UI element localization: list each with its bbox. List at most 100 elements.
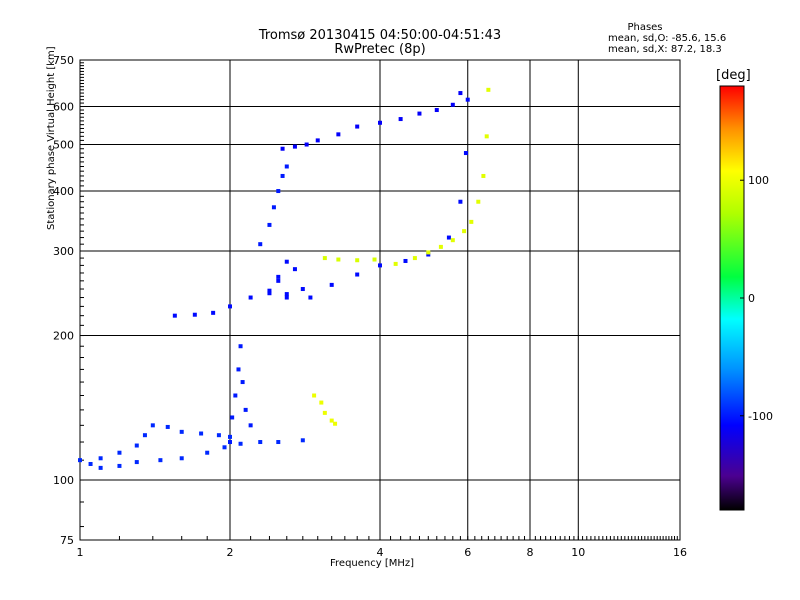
x-axis-ticks: 1 2 4 6 8 10 16 (77, 536, 687, 559)
data-point (476, 199, 481, 204)
data-point (426, 252, 431, 257)
y-tick-label: 200 (53, 330, 74, 343)
data-point (267, 222, 272, 227)
data-point (276, 189, 281, 194)
data-point (233, 393, 238, 398)
y-axis-ticks: 75 100 200 300 400 500 600 750 (53, 54, 84, 547)
chart-subtitle: RwPretec (8p) (334, 42, 426, 57)
data-point (398, 117, 403, 122)
colorbar-ticks: 100 0 -100 (740, 174, 773, 423)
colorbar-tick-label: 100 (748, 174, 769, 187)
data-point (228, 304, 232, 309)
data-point (284, 164, 289, 169)
data-point (336, 132, 341, 137)
data-point (393, 261, 398, 266)
data-point (276, 274, 281, 279)
data-point (134, 443, 139, 448)
y-tick-label: 400 (53, 185, 74, 198)
data-point (469, 219, 474, 224)
data-point (355, 272, 360, 277)
data-point (98, 465, 103, 470)
data-point (312, 393, 317, 398)
data-point (271, 205, 276, 210)
x-axis-label: Frequency [MHz] (330, 558, 415, 569)
data-point (304, 142, 309, 147)
y-axis-label: Stationary phase Virtual Height [km] (46, 46, 57, 230)
data-point (192, 312, 197, 317)
data-point (292, 144, 297, 149)
data-point (88, 461, 93, 466)
data-point (438, 244, 443, 249)
data-point (228, 434, 232, 439)
data-point (230, 415, 235, 420)
data-point (211, 310, 216, 315)
data-point (463, 151, 468, 156)
data-point (372, 257, 377, 262)
x-tick-label: 8 (527, 546, 534, 559)
data-point (450, 102, 455, 107)
data-point (355, 258, 360, 263)
data-point (240, 380, 245, 385)
data-point (280, 146, 285, 151)
data-point (117, 463, 122, 468)
data-point (236, 367, 241, 372)
colorbar-tick-label: -100 (748, 410, 773, 423)
x-tick-label: 1 (77, 546, 84, 559)
y-tick-label: 300 (53, 245, 74, 258)
data-point (78, 458, 82, 463)
data-point (465, 97, 470, 102)
data-point (150, 423, 155, 428)
data-point (158, 458, 163, 463)
y-tick-label: 75 (60, 534, 74, 547)
data-point (238, 344, 243, 349)
data-point (205, 450, 210, 455)
data-point (355, 124, 360, 129)
stats-o-mode: mean, sd,O: -85.6, 15.6 (608, 33, 727, 44)
data-point (426, 250, 431, 255)
y-tick-label: 100 (53, 474, 74, 487)
data-point (484, 134, 489, 139)
grid-lines (80, 60, 680, 540)
data-point (228, 440, 232, 445)
data-point (258, 440, 263, 445)
y-tick-label: 500 (53, 139, 74, 152)
data-point (248, 295, 253, 300)
data-point (336, 257, 341, 262)
data-point (319, 400, 324, 405)
stats-x-mode: mean, sd,X: 87.2, 18.3 (608, 44, 722, 55)
data-point (134, 460, 139, 465)
data-point (322, 410, 327, 415)
x-tick-label: 6 (464, 546, 471, 559)
data-point (333, 421, 338, 426)
data-point (300, 438, 305, 443)
data-point (458, 91, 463, 96)
data-point (243, 407, 248, 412)
chart-title: Tromsø 20130415 04:50:00-04:51:43 (258, 28, 502, 43)
y-tick-label: 750 (53, 54, 74, 67)
data-point (142, 433, 147, 438)
data-point (329, 418, 334, 423)
data-point (238, 441, 243, 446)
data-point (117, 450, 122, 455)
data-point (284, 295, 289, 300)
data-point (322, 256, 327, 261)
data-point (276, 278, 281, 283)
data-point (179, 429, 184, 434)
data-point (258, 242, 263, 247)
data-point (248, 423, 253, 428)
data-point (450, 238, 455, 243)
data-point (284, 259, 289, 264)
x-tick-label: 2 (227, 546, 234, 559)
data-point (481, 173, 486, 178)
data-points (78, 87, 491, 470)
data-point (417, 111, 422, 116)
x-tick-label: 4 (377, 546, 384, 559)
data-point (280, 173, 285, 178)
data-point (315, 138, 320, 143)
colorbar-unit: [deg] (716, 68, 751, 83)
data-point (412, 256, 417, 261)
data-point (98, 456, 103, 461)
data-point (403, 258, 408, 263)
data-point (267, 288, 272, 293)
